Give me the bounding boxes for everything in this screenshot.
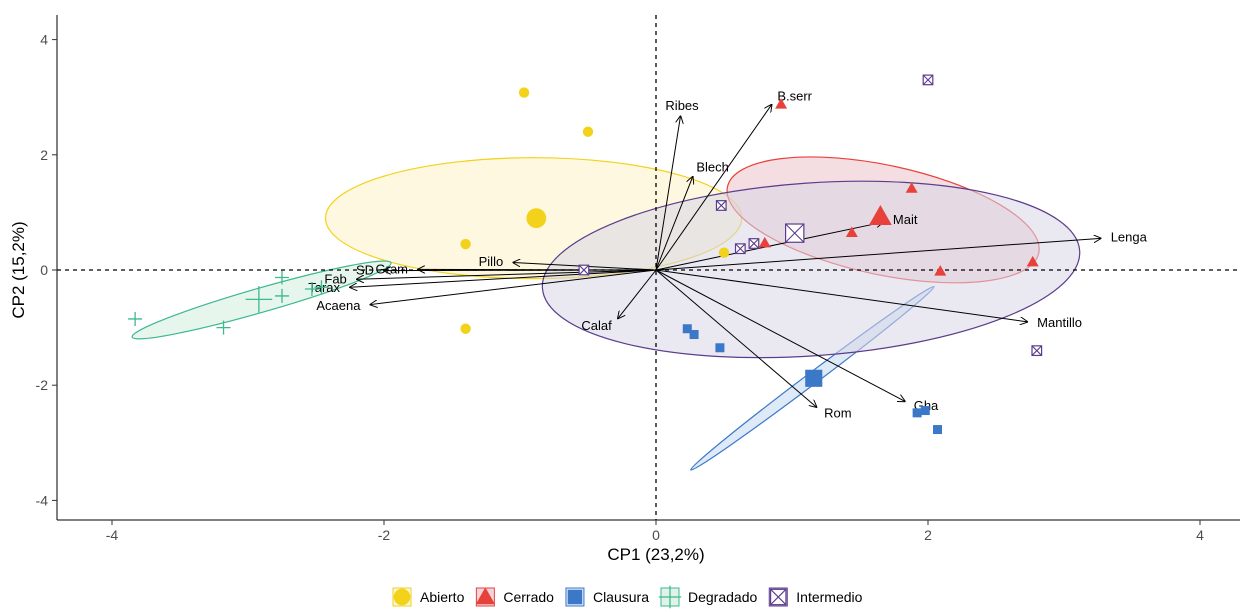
centroid-clausura xyxy=(805,369,823,387)
legend-marker-cerrado xyxy=(475,587,495,605)
x-tick-label-0: 0 xyxy=(652,527,660,543)
legend-item-intermedio: Intermedio xyxy=(768,587,863,607)
vector-blech xyxy=(655,177,693,271)
point-abierto-5 xyxy=(718,247,730,258)
y-axis-title: CP2 (15,2%) xyxy=(9,221,28,318)
vector-label-fab: Fab xyxy=(324,272,346,287)
vector-calaf xyxy=(618,269,657,318)
axes: -4 -2 0 2 4 -4 -2 0 2 4 xyxy=(36,15,1240,543)
x-tick-label-2: 2 xyxy=(924,527,932,543)
point-abierto-3 xyxy=(460,238,471,250)
vector-label-mantillo: Mantillo xyxy=(1037,315,1082,330)
point-cerrado-6 xyxy=(1026,255,1039,267)
point-cerrado-4 xyxy=(758,236,771,248)
legend-marker-abierto xyxy=(393,588,411,606)
point-clausura-6 xyxy=(933,425,943,435)
vector-fab xyxy=(357,269,657,279)
legend-marker-degradado xyxy=(658,585,682,609)
point-intermedio-4 xyxy=(734,243,746,255)
legend-label-degradado: Degradado xyxy=(688,589,757,605)
sample-points xyxy=(128,74,1043,435)
vector-label-gram: Gram xyxy=(376,261,409,276)
vector-label-lenga: Lenga xyxy=(1111,230,1148,245)
legend: Abierto Cerrado Clausura Degradado Intermedi… xyxy=(392,585,863,609)
point-abierto-4 xyxy=(460,323,471,334)
legend-label-abierto: Abierto xyxy=(420,589,465,605)
point-cerrado-3 xyxy=(845,226,858,238)
loading-vectors: B.serrRibesBlechMaitLengaMantilloGhaRomC… xyxy=(308,88,1147,420)
x-tick-label-4: 4 xyxy=(1196,527,1204,543)
point-abierto-1 xyxy=(518,87,530,98)
legend-item-cerrado: Cerrado xyxy=(475,587,554,607)
vector-mantillo xyxy=(655,269,1027,322)
x-tick-label-4: -4 xyxy=(106,527,119,543)
legend-marker-intermedio xyxy=(769,588,787,606)
x-tick-label-2: -2 xyxy=(378,527,391,543)
point-clausura-2 xyxy=(689,330,699,340)
vector-gha xyxy=(655,269,905,401)
centroid-cerrado xyxy=(869,205,892,225)
point-degradado-4 xyxy=(275,288,289,303)
point-degradado-5 xyxy=(304,282,319,297)
point-cerrado-2 xyxy=(905,182,918,193)
reference-lines xyxy=(57,15,1240,520)
vector-tarax xyxy=(350,269,657,287)
vector-ribes xyxy=(655,116,680,271)
point-cerrado-5 xyxy=(934,265,947,276)
vector-acaena xyxy=(370,269,657,305)
point-clausura-4 xyxy=(912,408,922,418)
legend-marker-clausura xyxy=(567,589,583,605)
point-intermedio-3 xyxy=(748,238,760,249)
centroid-intermedio xyxy=(784,223,805,243)
point-degradado-2 xyxy=(216,320,231,335)
point-clausura-3 xyxy=(715,343,725,353)
vector-label-rom: Rom xyxy=(824,406,851,421)
vector-label-sd: SD xyxy=(356,263,374,278)
vector-b-serr xyxy=(655,105,772,271)
vector-label-pillo: Pillo xyxy=(479,254,504,269)
vector-label-blech: Blech xyxy=(696,159,729,174)
legend-item-clausura: Clausura xyxy=(565,587,649,607)
point-intermedio-6 xyxy=(1031,345,1043,357)
point-degradado-1 xyxy=(128,311,143,326)
legend-label-clausura: Clausura xyxy=(593,589,649,605)
y-tick-label-4: 4 xyxy=(40,32,48,48)
vector-label-b-serr: B.serr xyxy=(777,88,812,103)
point-clausura-5 xyxy=(920,406,930,416)
vector-label-acaena: Acaena xyxy=(316,298,361,313)
vector-label-mait: Mait xyxy=(893,212,918,227)
y-tick-label-0: 0 xyxy=(40,262,48,278)
y-tick-label-2: -2 xyxy=(36,377,49,393)
point-intermedio-1 xyxy=(922,74,934,86)
point-cerrado-1 xyxy=(775,98,788,109)
legend-label-cerrado: Cerrado xyxy=(503,589,554,605)
y-tick-label-2: 2 xyxy=(40,147,48,163)
point-abierto-2 xyxy=(582,126,594,137)
confidence-ellipses xyxy=(131,156,1081,471)
y-tick-label-4: -4 xyxy=(36,492,49,508)
x-axis-title: CP1 (23,2%) xyxy=(607,545,704,564)
vector-gram xyxy=(418,269,657,270)
vector-lenga xyxy=(655,238,1101,271)
centroid-degradado xyxy=(245,286,273,313)
vector-label-ribes: Ribes xyxy=(665,98,699,113)
point-degradado-6 xyxy=(314,280,329,295)
centroid-abierto xyxy=(526,208,547,229)
vector-label-calaf: Calaf xyxy=(581,318,612,333)
vector-rom xyxy=(655,269,816,407)
point-intermedio-2 xyxy=(715,200,727,211)
point-degradado-3 xyxy=(275,270,289,285)
legend-item-abierto: Abierto xyxy=(392,587,465,607)
legend-item-degradado: Degradado xyxy=(658,585,757,609)
point-intermedio-5 xyxy=(578,264,590,276)
point-clausura-1 xyxy=(682,324,692,334)
legend-label-intermedio: Intermedio xyxy=(796,589,862,605)
